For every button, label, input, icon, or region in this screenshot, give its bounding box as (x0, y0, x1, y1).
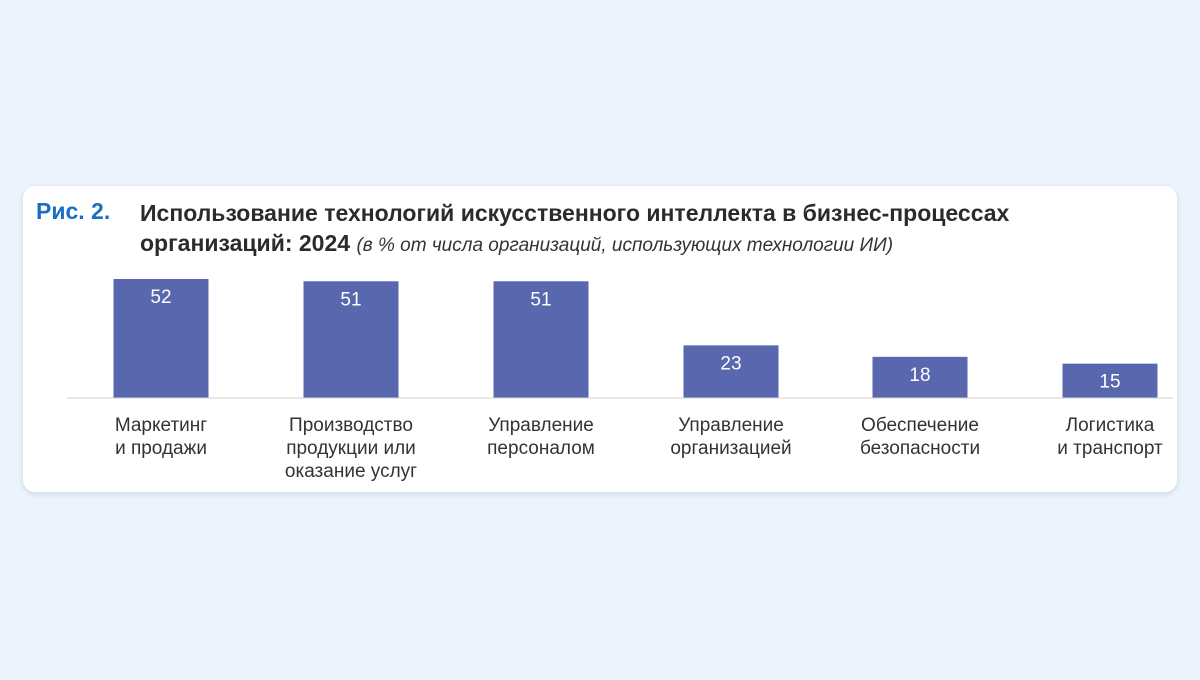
bar (113, 279, 209, 398)
bar-value-label: 52 (150, 287, 171, 308)
bar-value-label: 23 (720, 353, 741, 374)
category-label: Управление организацией (670, 415, 791, 459)
chart-title: Использование технологий искусственного … (140, 198, 1150, 261)
bar-value-label: 15 (1099, 372, 1120, 393)
bar-value-label: 51 (340, 289, 361, 310)
category-label: Управление персоналом (487, 415, 595, 459)
bar (683, 345, 779, 398)
bar-value-label: 51 (530, 289, 551, 310)
chart-subtitle: (в % от числа организаций, использующих … (356, 235, 894, 256)
chart-title-line2: организаций: 2024 (140, 230, 351, 256)
bar (303, 281, 399, 398)
bar (1062, 363, 1158, 398)
chart-card: Рис. 2. Использование технологий искусст… (23, 186, 1177, 492)
chart-title-line1: Использование технологий искусственного … (140, 200, 1010, 226)
bar-chart: 52 Маркетинг и продажи 51 Производство продук… (67, 279, 1173, 482)
figure-label: Рис. 2. (36, 198, 111, 224)
bar-value-label: 18 (909, 365, 930, 386)
category-label: Производство продукции или оказание услуг (285, 415, 417, 482)
category-label: Логистика и транспорт (1057, 415, 1163, 459)
bar (872, 356, 968, 398)
category-label: Маркетинг и продажи (115, 415, 207, 459)
category-label: Обеспечение безопасности (860, 415, 980, 459)
bar (493, 281, 589, 398)
